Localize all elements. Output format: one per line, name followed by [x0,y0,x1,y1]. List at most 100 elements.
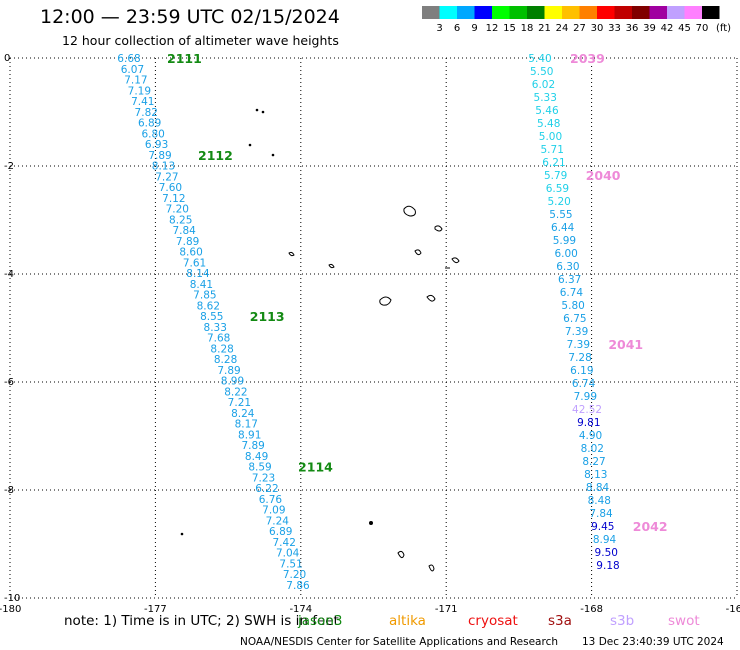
island-shape [397,550,405,559]
satellite-legend-s3a: s3a [548,613,572,629]
altimeter-track-east: 5.405.506.025.335.465.485.005.716.215.79… [528,51,667,572]
wave-height-value: 5.00 [539,131,562,143]
colorbar-tick-label: 18 [521,23,534,34]
pass-time-label: 2041 [608,337,643,352]
colorbar-legend: 3 6 9 12 15 18 21 24 27 30 33 36 39 42 45 70 [422,6,720,34]
wave-height-value: 6.89 [269,526,292,538]
island-shape [288,251,295,257]
wave-height-value: 6.22 [255,483,278,495]
wave-height-value: 8.22 [224,386,247,398]
wave-height-value: 8.02 [581,443,604,455]
colorbar-swatch [474,6,492,19]
colorbar-unit: (ft) [716,23,731,34]
wave-height-value: 5.55 [549,209,572,221]
wave-height-value: 7.82 [135,107,158,119]
page-subtitle: 12 hour collection of altimeter wave hei… [62,33,339,48]
wave-height-value: 7.19 [128,85,151,97]
wave-height-value: 8.49 [245,451,268,463]
colorbar-swatch [544,6,562,19]
wave-height-value: 8.27 [582,456,605,468]
wave-height-value: 7.41 [131,96,154,108]
island-shape [248,143,252,147]
latitude-tick-label: -2 [4,161,14,172]
colorbar-swatch [562,6,580,19]
wave-height-value: 8.99 [221,376,244,388]
latitude-tick-label: -4 [4,269,14,280]
pass-time-label: 2042 [633,519,668,534]
generated-timestamp: 13 Dec 23:40:39 UTC 2024 [582,636,724,648]
colorbar-swatch [492,6,510,19]
wave-height-value: 6.75 [563,313,586,325]
wave-height-value: 5.50 [530,66,553,78]
wave-height-value: 6.07 [121,64,144,76]
wave-height-value: 8.60 [179,247,202,259]
wave-height-value: 8.84 [586,482,610,494]
island-shape [428,564,435,572]
island-shape [271,153,275,157]
pass-time-label: 2114 [298,460,333,475]
island-shape [379,296,392,306]
colorbar-tick-label: 12 [486,23,499,34]
colorbar-tick-label: 42 [661,23,674,34]
island-shape [328,263,335,269]
island-shape [180,532,184,536]
wave-height-value: 7.23 [252,472,275,484]
wave-height-value: 6.00 [554,248,577,260]
colorbar-tick-label: 30 [591,23,604,34]
island-shape [369,521,373,525]
wave-height-value: 6.21 [542,157,565,169]
wave-height-value: 7.24 [266,515,290,527]
colorbar-swatch [422,6,440,19]
wave-height-value: 6.59 [546,183,569,195]
wave-height-value: 7.89 [148,150,171,162]
island-shape [426,294,436,302]
wave-height-value: 6.80 [141,128,164,140]
wave-height-value: 6.37 [558,274,581,286]
wave-height-value: 6.74 [560,287,584,299]
satellite-legend-jason3: jason3 [297,613,342,629]
island-shape [451,257,460,264]
wave-height-value: 8.13 [152,161,175,173]
longitude-tick-label: -168 [580,604,603,615]
colorbar-unit-label: (ft) [716,23,731,34]
wave-height-value: 7.89 [176,236,199,248]
wave-height-value: 7.85 [193,290,216,302]
pass-time-label: 2113 [250,309,285,324]
wave-height-value: 7.21 [228,397,251,409]
wave-height-value: 7.39 [565,326,588,338]
colorbar-swatch [597,6,615,19]
wave-height-value: 7.86 [286,580,310,592]
colorbar-swatch [632,6,650,19]
wave-height-value: 8.55 [200,311,223,323]
wave-height-value: 5.40 [528,53,551,65]
colorbar-swatch [649,6,667,19]
latitude-tick-label: -8 [4,485,14,496]
satellite-legend-altika: altika [389,613,426,629]
wave-height-value: 7.12 [162,193,185,205]
wave-height-value: 7.68 [207,333,230,345]
wave-height-value: 7.60 [159,182,182,194]
latitude-tick-label: -10 [4,593,20,604]
wave-height-value: 7.17 [124,75,147,87]
wave-height-value: 8.28 [214,354,237,366]
wave-height-value: 5.48 [537,118,560,130]
colorbar-tick-label: 70 [696,23,709,34]
colorbar-swatch [702,6,720,19]
longitude-tick-label: -174 [289,604,312,615]
island-shape [255,108,259,112]
wave-height-value: 7.89 [241,440,264,452]
wave-height-value: 5.80 [561,300,584,312]
colorbar-swatch [579,6,597,19]
wave-height-value: 7.61 [183,257,206,269]
island-shape [414,249,422,256]
wave-height-value: 42.52 [572,404,602,416]
island-shape [434,225,443,232]
wave-height-value: 8.62 [197,300,220,312]
satellite-legend-cryosat: cryosat [468,613,518,629]
latitude-tick-label: 0 [4,53,10,64]
colorbar-swatch [457,6,475,19]
wave-height-value: 8.94 [593,534,617,546]
wave-height-value: 7.39 [567,339,590,351]
colorbar-swatch [439,6,457,19]
